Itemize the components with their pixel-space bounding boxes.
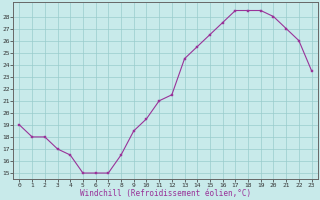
X-axis label: Windchill (Refroidissement éolien,°C): Windchill (Refroidissement éolien,°C) — [80, 189, 251, 198]
